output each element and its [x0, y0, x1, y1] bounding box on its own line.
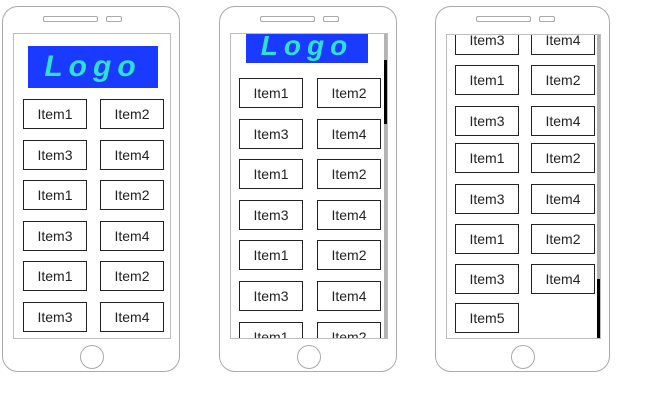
- phone-2-item-5[interactable]: Item1: [239, 159, 303, 189]
- phone-2-item-10[interactable]: Item2: [317, 240, 381, 270]
- phone-2-item-4[interactable]: Item4: [317, 119, 381, 149]
- phone-1-logo-text: Logo: [44, 50, 142, 83]
- phone-1-home-button[interactable]: [80, 345, 104, 369]
- phone-1-item-2[interactable]: Item2: [100, 99, 164, 129]
- phone-3-screen[interactable]: Item3 Item4 Item1 Item2 Item3 Item4 Item…: [446, 34, 601, 339]
- phone-3-item-11[interactable]: Item1: [455, 224, 519, 254]
- phone-1-logo: Logo: [28, 46, 158, 88]
- phone-3-item-3[interactable]: Item1: [455, 65, 519, 95]
- phone-3-item-14[interactable]: Item4: [531, 264, 595, 294]
- phone-2-frame: Logo Item1 Item2 Item3 Item4 Item1 Item2…: [219, 6, 397, 372]
- phone-3-scrollbar-track[interactable]: [597, 35, 600, 338]
- phone-2-item-7[interactable]: Item3: [239, 200, 303, 230]
- phone-3-item-10[interactable]: Item4: [531, 184, 595, 214]
- phone-3-scrollbar-thumb[interactable]: [597, 279, 600, 338]
- phone-3-item-2[interactable]: Item4: [531, 35, 595, 55]
- phone-1-item-3[interactable]: Item3: [23, 140, 87, 170]
- phone-3-speaker: [476, 16, 531, 22]
- phone-2-item-6[interactable]: Item2: [317, 159, 381, 189]
- phone-2-item-14[interactable]: Item2: [317, 322, 381, 338]
- phone-2-item-13[interactable]: Item1: [239, 322, 303, 338]
- phone-2-logo: Logo: [246, 33, 368, 63]
- phone-3-item-9[interactable]: Item3: [455, 184, 519, 214]
- phone-1-item-5[interactable]: Item1: [23, 180, 87, 210]
- phone-1-screen: Logo Item1 Item2 Item3 Item4 Item1 Item2…: [13, 33, 171, 339]
- phone-2-screen[interactable]: Logo Item1 Item2 Item3 Item4 Item1 Item2…: [230, 33, 388, 339]
- phone-3-frame: Item3 Item4 Item1 Item2 Item3 Item4 Item…: [435, 6, 610, 372]
- phone-2-speaker: [260, 16, 315, 22]
- phone-3-item-5[interactable]: Item3: [455, 106, 519, 136]
- phone-3-item-13[interactable]: Item3: [455, 264, 519, 294]
- phone-1-camera: [106, 16, 122, 22]
- phone-2-logo-text: Logo: [260, 33, 354, 61]
- phone-1-item-7[interactable]: Item3: [23, 221, 87, 251]
- phone-2-camera: [323, 16, 339, 22]
- phone-1-item-8[interactable]: Item4: [100, 221, 164, 251]
- phone-3-item-1[interactable]: Item3: [455, 35, 519, 55]
- phone-3-item-12[interactable]: Item2: [531, 224, 595, 254]
- phone-2-item-12[interactable]: Item4: [317, 281, 381, 311]
- phone-2-item-11[interactable]: Item3: [239, 281, 303, 311]
- phone-2-item-1[interactable]: Item1: [239, 78, 303, 108]
- phone-3-camera: [539, 16, 555, 22]
- phone-3-item-4[interactable]: Item2: [531, 65, 595, 95]
- phone-1-item-4[interactable]: Item4: [100, 140, 164, 170]
- phone-2-item-9[interactable]: Item1: [239, 240, 303, 270]
- phone-2-home-button[interactable]: [297, 345, 321, 369]
- phone-3-item-8[interactable]: Item2: [531, 143, 595, 173]
- phone-2-item-2[interactable]: Item2: [317, 78, 381, 108]
- phone-3-item-6[interactable]: Item4: [531, 106, 595, 136]
- phone-1-item-1[interactable]: Item1: [23, 99, 87, 129]
- phone-1-item-10[interactable]: Item2: [100, 261, 164, 291]
- phone-2-item-8[interactable]: Item4: [317, 200, 381, 230]
- phone-3-item-7[interactable]: Item1: [455, 143, 519, 173]
- phone-1-speaker: [43, 16, 98, 22]
- phone-3-home-button[interactable]: [511, 345, 535, 369]
- phone-2-scrollbar-thumb[interactable]: [384, 60, 387, 124]
- phone-1-frame: Logo Item1 Item2 Item3 Item4 Item1 Item2…: [2, 6, 180, 372]
- phone-2-item-3[interactable]: Item3: [239, 119, 303, 149]
- phone-1-item-12[interactable]: Item4: [100, 302, 164, 332]
- phone-1-item-11[interactable]: Item3: [23, 302, 87, 332]
- phone-1-item-9[interactable]: Item1: [23, 261, 87, 291]
- phone-2-scrollbar-track[interactable]: [384, 34, 387, 338]
- phone-1-item-6[interactable]: Item2: [100, 180, 164, 210]
- phone-3-item-15[interactable]: Item5: [455, 303, 519, 333]
